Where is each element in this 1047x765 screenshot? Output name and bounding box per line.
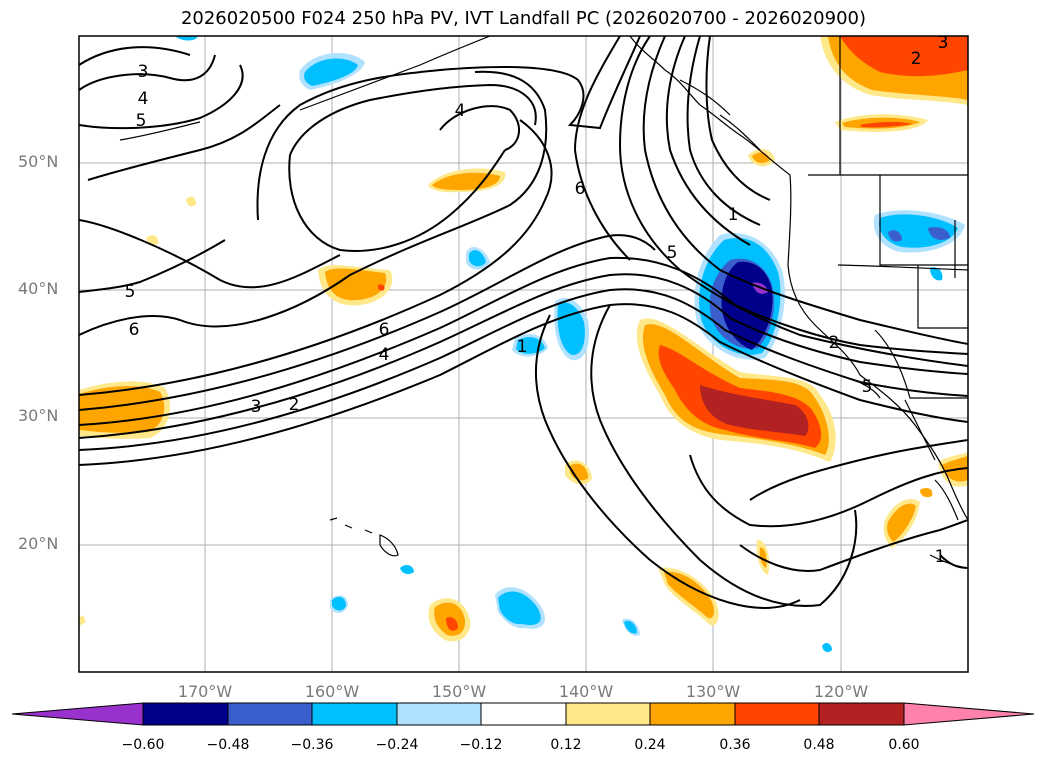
latitude-label: 30°N (18, 406, 59, 425)
colorbar-tick-label: 0.24 (634, 737, 666, 753)
colorbar-tick-label: −0.48 (206, 737, 250, 753)
colorbar-tick-label: −0.12 (459, 737, 503, 753)
contour-label: 3 (251, 397, 262, 417)
contour-label: 2 (829, 333, 840, 353)
contour-label: 1 (935, 547, 946, 567)
colorbar-segment (142, 702, 229, 726)
contour-label: 6 (575, 179, 586, 199)
contour-label: 6 (129, 320, 140, 340)
colorbar-segment (903, 702, 1035, 726)
contour-label: 3 (138, 62, 149, 82)
colorbar-tick-label: 0.12 (550, 737, 582, 753)
longitude-label: 120°W (813, 682, 869, 701)
colorbar-segment (11, 702, 144, 726)
contour-label: 5 (136, 111, 147, 131)
contour-label: 4 (138, 89, 149, 109)
colorbar-segment (227, 702, 313, 726)
contour-label: 3 (938, 33, 949, 53)
contour-label: 6 (379, 320, 390, 340)
contour-label: 5 (862, 377, 873, 397)
pv-contours (79, 36, 968, 609)
longitude-label: 130°W (685, 682, 741, 701)
colorbar-tick-label: 0.60 (888, 737, 920, 753)
latitude-label: 20°N (18, 534, 59, 553)
colorbar-segment (311, 702, 398, 726)
colorbar-segment (565, 702, 651, 726)
colorbar-tick-label: 0.48 (803, 737, 835, 753)
contour-label: 4 (455, 101, 466, 121)
contour-labels: 3 4 5 4 6 5 6 6 4 3 2 1 1 5 2 5 1 2 3 (125, 33, 949, 567)
colorbar-tick-label: −0.36 (290, 737, 334, 753)
contour-label: 1 (728, 205, 739, 225)
plot-title: 2026020500 F024 250 hPa PV, IVT Landfall… (180, 8, 867, 29)
contour-label: 1 (517, 337, 528, 357)
contour-label: 2 (911, 49, 922, 69)
contour-label: 2 (289, 395, 300, 415)
latitude-label: 40°N (18, 279, 59, 298)
colorbar-segment (396, 702, 482, 726)
contour-label: 5 (125, 282, 136, 302)
colorbar-tick-label: −0.60 (121, 737, 165, 753)
colorbar-tick-label: 0.36 (719, 737, 751, 753)
map-frame (78, 35, 969, 673)
colorbar-tick-label: −0.24 (375, 737, 419, 753)
latitude-label: 50°N (18, 152, 59, 171)
coastlines (119, 36, 968, 569)
ivt-positive-shading (79, 36, 968, 642)
colorbar-segment (818, 702, 905, 726)
contour-label: 5 (667, 243, 678, 263)
colorbar (11, 702, 1035, 726)
longitude-label: 140°W (558, 682, 614, 701)
contour-label: 4 (379, 345, 390, 365)
colorbar-segment (649, 702, 736, 726)
colorbar-segment (734, 702, 820, 726)
colorbar-segment (480, 702, 567, 726)
longitude-label: 160°W (304, 682, 360, 701)
longitude-label: 170°W (177, 682, 233, 701)
longitude-label: 150°W (431, 682, 487, 701)
